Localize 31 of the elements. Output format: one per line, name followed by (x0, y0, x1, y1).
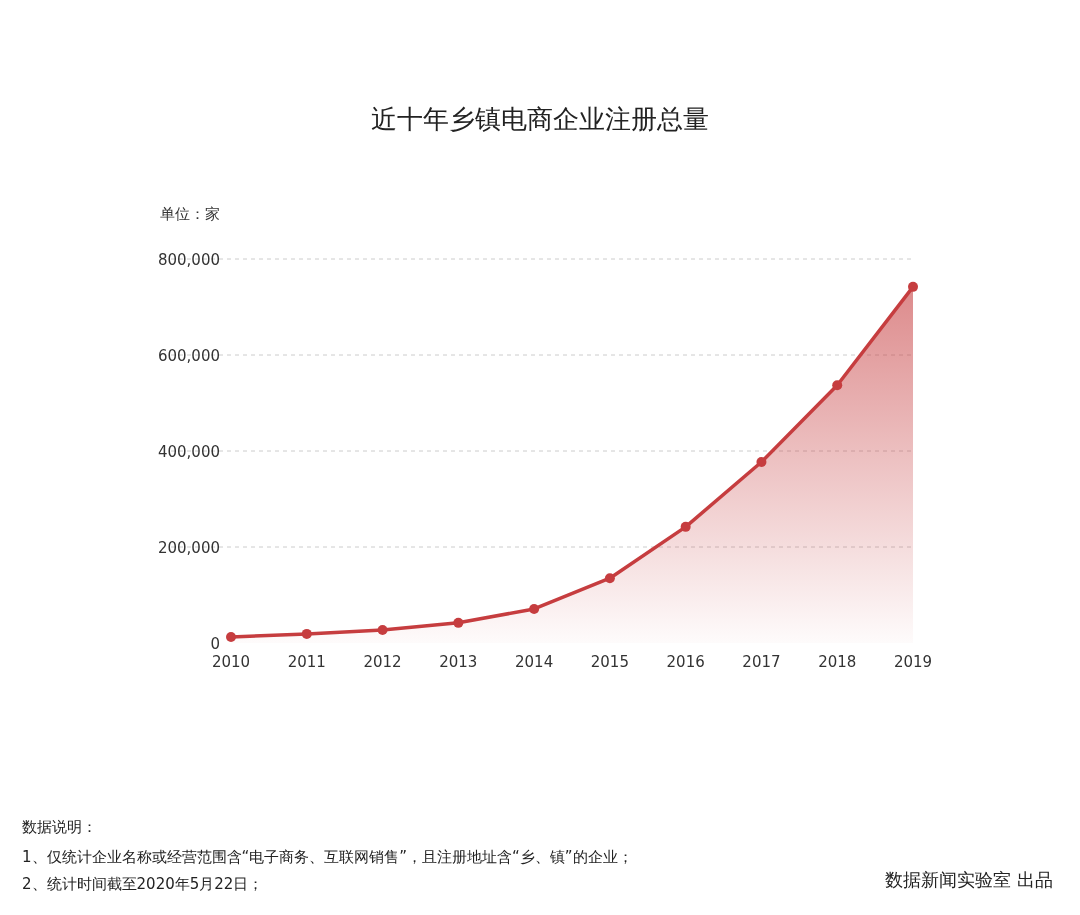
point (377, 625, 388, 636)
point (832, 380, 843, 391)
point (226, 632, 236, 642)
text: 2、统计时间截至2020年5月22日； (22, 875, 264, 893)
text: 1、仅统计企业名称或经营范围含“电子商务、互联网销售”，且注册地址含“乡、镇”的企业； (22, 848, 633, 866)
x-tick-label: 2011 (287, 653, 326, 671)
point (604, 573, 615, 584)
text: 数据说明： (22, 818, 97, 836)
y-tick-label: 600,000 (157, 347, 220, 365)
x-tick-label: 2014 (515, 653, 554, 671)
text: 数据新闻实验室 出品 (885, 869, 1053, 890)
y-axis-title: 单位：家 (160, 205, 220, 223)
x-tick-label: 2019 (893, 653, 933, 671)
point (453, 617, 464, 628)
x-tick-label: 2017 (742, 653, 781, 671)
point (529, 603, 540, 614)
x-tick-label: 2013 (439, 653, 478, 671)
y-tick-label: 0 (210, 635, 220, 653)
x-tick-label: 2015 (590, 653, 629, 671)
x-tick-label: 2018 (818, 653, 857, 671)
y-tick-label: 800,000 (157, 251, 220, 269)
y-tick-label: 400,000 (157, 443, 220, 461)
point (680, 521, 691, 532)
chart-title: 近十年乡镇电商企业注册总量 (371, 104, 709, 134)
y-tick-label: 200,000 (157, 539, 220, 557)
point (908, 281, 918, 292)
point (756, 457, 767, 468)
x-tick-label: 2012 (363, 653, 402, 671)
x-tick-label: 2010 (211, 653, 251, 671)
point (301, 628, 312, 639)
x-tick-label: 2016 (666, 653, 705, 671)
